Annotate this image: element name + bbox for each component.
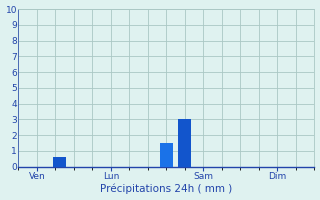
Bar	[179, 119, 191, 167]
X-axis label: Précipitations 24h ( mm ): Précipitations 24h ( mm )	[100, 184, 233, 194]
Bar	[53, 157, 66, 167]
Bar	[160, 143, 173, 167]
